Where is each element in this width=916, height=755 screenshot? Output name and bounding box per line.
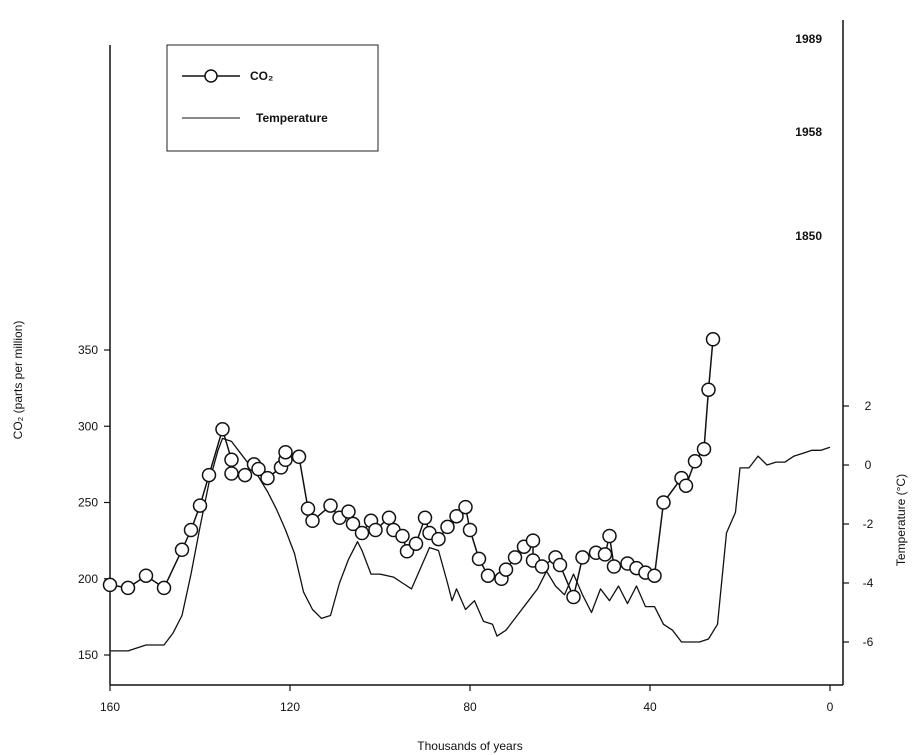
temperature-series-layer: [110, 437, 831, 652]
co2-point: [656, 495, 671, 510]
y-right-tick-label: -6: [863, 635, 874, 649]
co2-point: [408, 536, 424, 551]
co2-point: [696, 441, 712, 457]
co2-series-layer: [102, 332, 721, 605]
legend-co2-label: CO₂: [250, 69, 273, 83]
co2-point: [300, 501, 316, 516]
co2-point: [602, 528, 617, 544]
y-right-axis-title: Temperature (°C): [894, 474, 908, 566]
co2-point: [138, 568, 154, 583]
co2-point: [323, 498, 338, 513]
co2-point: [278, 444, 293, 460]
co2-point: [705, 332, 721, 347]
y-left-tick-label: 200: [78, 572, 98, 586]
co2-point: [192, 498, 208, 513]
year-annotation: 1989: [795, 32, 822, 46]
x-tick-label: 80: [463, 700, 477, 714]
co2-point: [260, 470, 275, 486]
co2-point: [449, 508, 464, 524]
co2-point: [224, 452, 239, 468]
co2-point: [498, 562, 514, 577]
co2-point: [395, 528, 410, 544]
y-right-tick-label: 2: [865, 399, 872, 413]
co2-point: [120, 580, 136, 596]
x-tick-label: 40: [643, 700, 657, 714]
x-tick-label: 160: [100, 700, 120, 714]
legend-co2-marker: [204, 69, 218, 83]
year-annotation: 1958: [795, 125, 822, 139]
y-left-axis-title: CO₂ (parts per million): [11, 321, 25, 440]
co2-point: [647, 568, 662, 583]
co2-point: [552, 557, 568, 573]
co2-point: [462, 522, 478, 538]
co2-point: [597, 547, 613, 562]
chart-axes: 160 120 80 40 0 150 200 250 300 350 -6 -4 -2 0 2: [78, 20, 874, 714]
y-right-tick-label: 0: [865, 458, 872, 472]
y-right-tick-label: -4: [863, 576, 874, 590]
co2-point: [368, 522, 383, 538]
year-annotation: 1850: [795, 229, 822, 243]
co2-point: [156, 580, 172, 596]
annotation-layer: 1989 1958 1850: [795, 32, 822, 243]
y-left-tick-label: 150: [78, 648, 98, 662]
co2-point: [201, 467, 217, 483]
co2-point: [678, 478, 694, 493]
co2-point: [354, 525, 370, 541]
co2-point: [237, 467, 253, 483]
co2-point: [606, 559, 622, 574]
legend: CO₂ Temperature: [166, 44, 379, 152]
co2-point: [440, 519, 455, 535]
co2-point: [525, 533, 541, 548]
co2-point: [345, 516, 361, 532]
co2-point: [534, 559, 550, 574]
co2-point: [224, 466, 239, 481]
y-left-tick-label: 350: [78, 343, 98, 357]
legend-box: [166, 44, 379, 152]
x-tick-label: 0: [827, 700, 834, 714]
co2-point: [341, 504, 356, 519]
co2-point: [102, 577, 118, 593]
co2-point: [183, 522, 199, 538]
co2-point: [381, 510, 397, 526]
co2-point: [215, 422, 230, 437]
co2-point: [174, 542, 190, 558]
legend-temperature-label: Temperature: [256, 111, 328, 125]
y-right-tick-label: -2: [863, 517, 874, 531]
co2-point: [701, 382, 716, 397]
co2-point: [687, 454, 703, 469]
y-left-tick-label: 250: [78, 496, 98, 510]
x-tick-label: 120: [280, 700, 300, 714]
co2-point: [431, 531, 446, 547]
co2-point: [305, 513, 320, 529]
x-axis-title: Thousands of years: [417, 739, 522, 753]
co2-point: [251, 461, 266, 477]
y-left-tick-label: 300: [78, 419, 98, 433]
co2-point: [417, 510, 433, 526]
co2-point: [458, 499, 473, 515]
co2-point: [575, 550, 590, 565]
co2-point: [566, 589, 581, 605]
temperature-line: [110, 437, 831, 652]
co2-point: [471, 551, 487, 567]
co2-point: [507, 550, 523, 565]
co2-point: [291, 449, 307, 465]
co2-point: [480, 568, 496, 583]
